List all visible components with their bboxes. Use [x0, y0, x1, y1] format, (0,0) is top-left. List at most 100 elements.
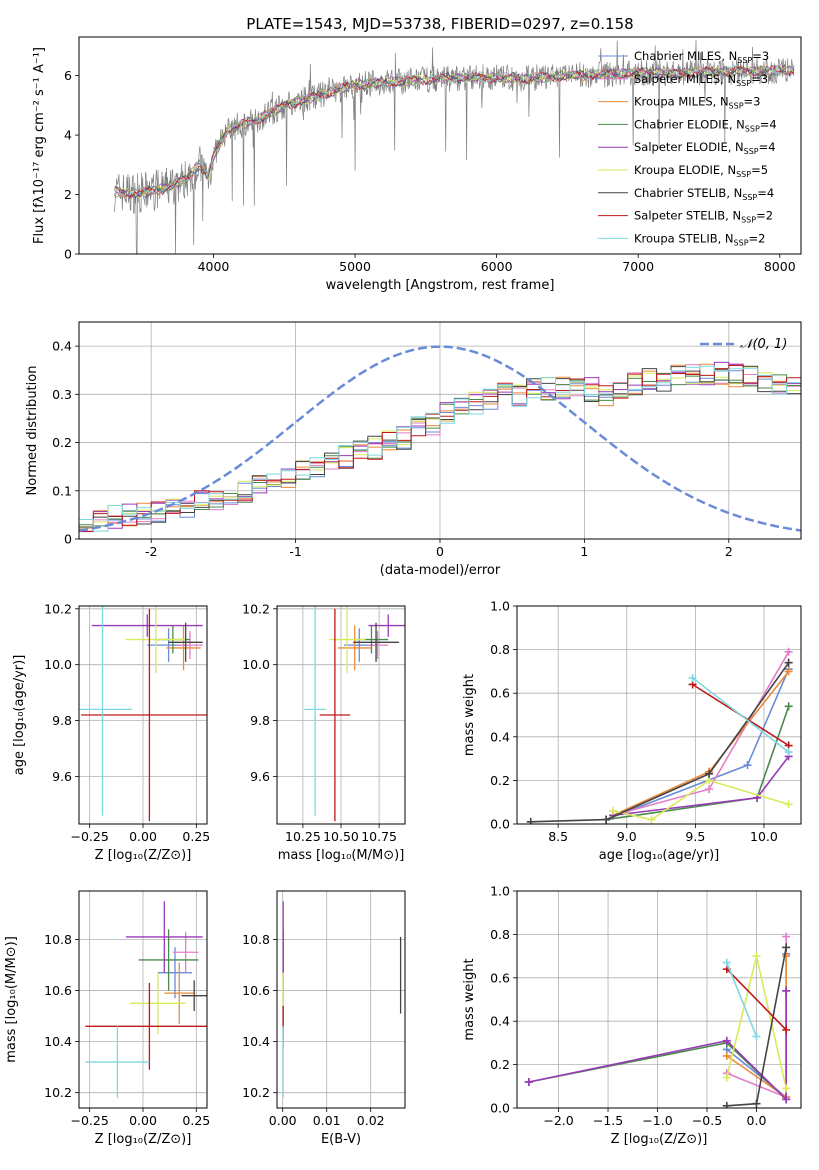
histogram-salpeter-stelib	[79, 365, 801, 539]
plot-area	[282, 901, 402, 1098]
plus-marker	[784, 667, 793, 676]
x-tick-label: 9.0	[617, 829, 637, 844]
plus-marker	[524, 1077, 533, 1086]
y-tick-label: 9.8	[250, 713, 270, 728]
plus-marker	[688, 673, 697, 682]
y-tick-label: 9.6	[250, 769, 270, 784]
legend-label: Kroupa STELIB, NSSP=2	[634, 231, 765, 247]
legend-label: Chabrier STELIB, NSSP=4	[634, 186, 774, 202]
series-kroupa-stelib	[722, 958, 761, 1041]
histogram-chabrier-stelib	[79, 365, 801, 539]
y-tick-label: 0.1	[52, 483, 72, 498]
plot-area	[79, 606, 207, 822]
axes-frame	[78, 605, 208, 825]
y-tick-label: 10.6	[242, 983, 270, 998]
plus-marker	[647, 815, 656, 824]
y-tick-label: 0.2	[490, 773, 510, 788]
plus-marker	[784, 658, 793, 667]
errorbar-chabrier-elodie	[138, 929, 199, 991]
x-tick-label: 0.0	[747, 1113, 767, 1128]
y-tick-label: 0.6	[490, 970, 510, 985]
x-tick-label: 1	[580, 544, 588, 559]
errorbar-salpeter-elodie	[125, 901, 203, 973]
y-tick-label: 0.8	[490, 642, 510, 657]
series-line	[528, 990, 787, 1102]
x-tick-label: -1	[289, 544, 301, 559]
histogram-salpeter-miles	[79, 363, 801, 539]
x-tick-label: 5000	[339, 259, 371, 274]
x-tick-label: 10.25	[285, 829, 321, 844]
y-tick-label: 0	[64, 247, 72, 262]
errorbar-salpeter-miles	[366, 631, 389, 660]
plus-marker	[782, 952, 791, 961]
y-axis-label: mass weight	[462, 958, 477, 1040]
series-line	[726, 968, 787, 1031]
plot-area	[114, 39, 795, 254]
series-salpeter-miles	[609, 647, 793, 820]
legend-label: Chabrier ELODIE, NSSP=4	[634, 117, 777, 133]
x-tick-label: −1.5	[593, 1113, 623, 1128]
y-tick-label: 4	[64, 128, 72, 143]
errorbar-salpeter-elodie	[368, 614, 405, 637]
age-z-panel: −0.25 0.00 0.25 9.6 9.8 10.0 10.2 Z [log₁₀(Z/Z⊙…	[12, 601, 210, 863]
series-chabrier-stelib	[722, 943, 791, 1108]
y-tick-label: 10.6	[44, 983, 72, 998]
x-tick-label: −0.25	[71, 1113, 109, 1128]
x-axis-label: age [log₁₀(age/yr)]	[599, 848, 720, 863]
errorbar-salpeter-stelib	[85, 982, 207, 1070]
plus-marker	[784, 748, 793, 757]
plus-marker	[743, 761, 752, 770]
errorbar-kroupa-miles	[337, 625, 372, 671]
x-tick-label: 0.00	[269, 1113, 297, 1128]
axes-frame	[276, 890, 406, 1109]
x-axis-label: Z [log₁₀(Z/Z⊙)]	[611, 1132, 708, 1147]
mass-weight-age-panel: 8.5 9.0 9.5 10.0 0.0 0.2 0.4 0.6 0.8 1.0 age [log₁…	[462, 599, 802, 863]
y-tick-label: 6	[64, 68, 72, 83]
series-chabrier-stelib	[526, 658, 793, 824]
y-tick-label: 10.4	[44, 1034, 72, 1049]
legend-label: Kroupa ELODIE, NSSP=5	[634, 163, 768, 179]
x-tick-label: 0.02	[357, 1113, 385, 1128]
plot-area	[526, 647, 793, 824]
residual-panel: -2 -1 0 1 2 0 0.1 0.2 0.3 0.4 (data-model)/error No…	[25, 321, 802, 578]
x-tick-label: 0	[436, 544, 444, 559]
x-tick-label: 0.00	[129, 1113, 157, 1128]
legend-label: 𝒩(0, 1)	[740, 337, 787, 352]
axes-frame	[78, 890, 208, 1109]
y-tick-label: 10.0	[242, 657, 270, 672]
errorbar-kroupa-stelib	[79, 606, 133, 816]
series-line	[692, 677, 790, 753]
series-line	[612, 779, 789, 821]
legend-label: Kroupa MILES, NSSP=3	[634, 95, 760, 111]
errorbar-chabrier-stelib	[168, 622, 203, 662]
plus-marker	[782, 943, 791, 952]
x-tick-label: 0.01	[313, 1113, 341, 1128]
y-tick-label: 0.4	[490, 729, 510, 744]
errorbar-salpeter-elodie	[91, 614, 203, 637]
plus-marker	[705, 769, 714, 778]
errorbar-kroupa-miles	[164, 962, 195, 1024]
y-tick-label: 0.4	[52, 339, 72, 354]
y-tick-label: 0.2	[52, 435, 72, 450]
plus-marker	[784, 800, 793, 809]
plus-marker	[705, 785, 714, 794]
y-tick-label: 0.8	[490, 927, 510, 942]
x-tick-label: 10.50	[323, 829, 359, 844]
x-tick-label: −0.25	[71, 829, 109, 844]
x-tick-label: −2.0	[543, 1113, 573, 1128]
y-axis-label: Flux [fλ10⁻¹⁷ erg cm⁻² s⁻¹ A⁻¹]	[32, 47, 47, 244]
age-mass-panel: 10.25 10.50 10.75 9.6 9.8 10.0 10.2 mass [log₁₀…	[242, 601, 406, 863]
x-axis-label: wavelength [Angstrom, rest frame]	[326, 278, 555, 293]
axes-frame	[78, 321, 802, 540]
x-tick-label: 0.25	[182, 1113, 210, 1128]
y-axis-label: mass weight	[462, 674, 477, 756]
plus-marker	[722, 1101, 731, 1108]
axes-frame	[516, 890, 802, 1109]
mass-z-panel: −0.25 0.00 0.25 10.2 10.4 10.6 10.8 Z [log₁₀(Z/…	[4, 890, 210, 1147]
y-tick-label: 9.8	[52, 713, 72, 728]
plus-marker	[784, 702, 793, 711]
mass-ebv-panel: 0.00 0.01 0.02 10.2 10.4 10.6 10.8 E(B-V)	[242, 890, 406, 1147]
y-tick-label: 10.2	[242, 1085, 270, 1100]
y-tick-label: 10.8	[44, 932, 72, 947]
x-tick-label: −0.5	[692, 1113, 722, 1128]
